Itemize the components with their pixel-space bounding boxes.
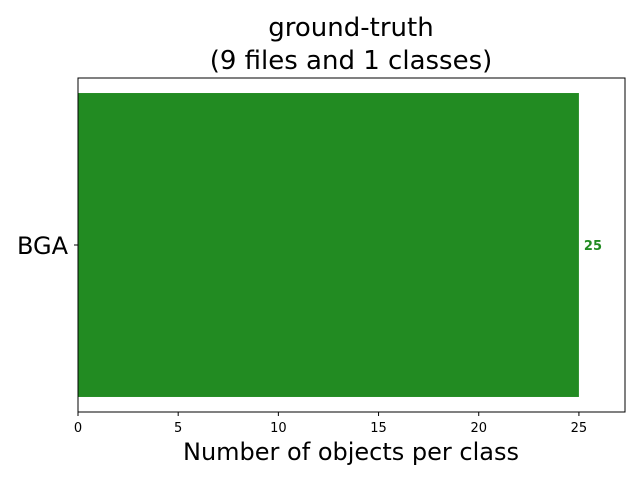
data-label-bga: 25 (584, 239, 602, 254)
data-labels: 25 (584, 239, 602, 254)
x-tick-label: 20 (470, 421, 487, 436)
y-axis-ticks: BGA (17, 232, 78, 260)
plot-frame (77, 77, 626, 413)
bar-bga (78, 93, 579, 397)
x-tick-label: 15 (370, 421, 387, 436)
x-tick-label: 5 (174, 421, 182, 436)
bars-group (78, 93, 579, 397)
chart-title-line-2: (9 files and 1 classes) (210, 46, 493, 76)
x-axis-ticks: 0 5 10 15 20 25 (74, 412, 587, 436)
x-tick-label: 10 (270, 421, 287, 436)
chart-title-line-1: ground-truth (268, 13, 433, 43)
y-tick-label-bga: BGA (17, 232, 69, 260)
x-tick-label: 0 (74, 421, 82, 436)
x-axis-label: Number of objects per class (183, 438, 519, 466)
x-tick-label: 25 (571, 421, 588, 436)
